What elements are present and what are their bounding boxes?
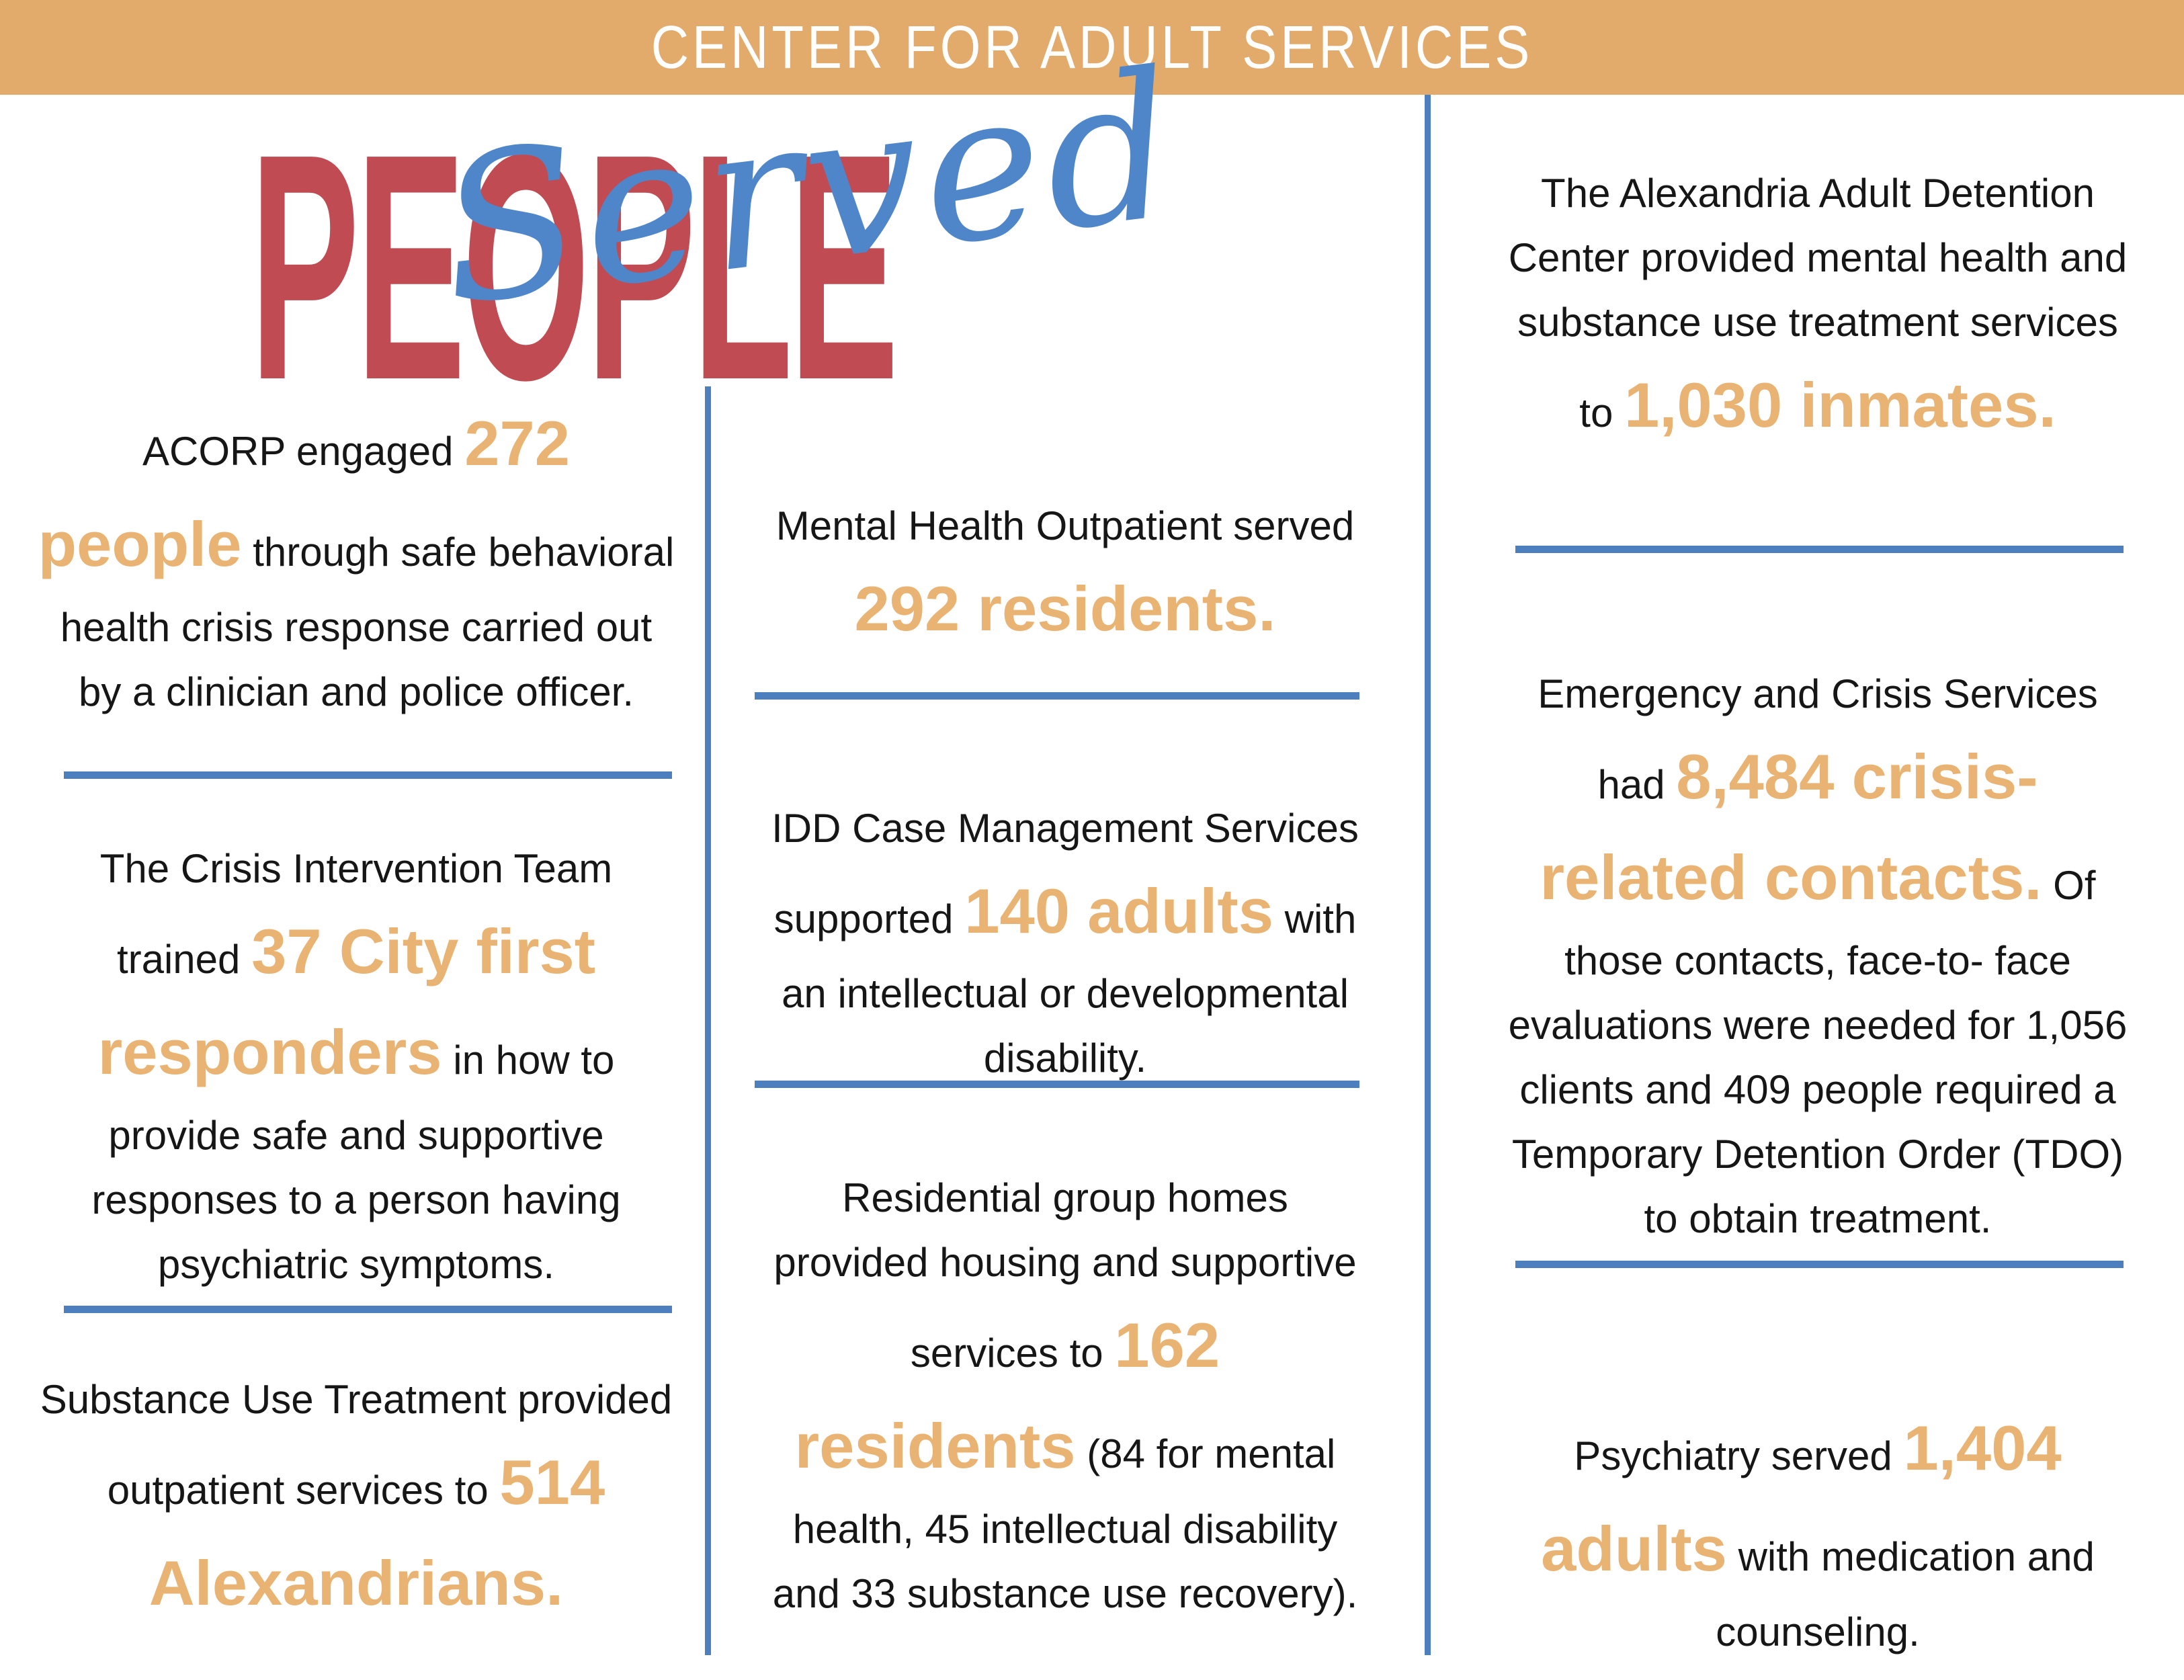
stat-text: IDD Case Management Services supported bbox=[771, 806, 1359, 941]
stat-text: with an intellectual or developmental di… bbox=[782, 896, 1357, 1081]
stat-text: (84 for mental health, 45 intellectual d… bbox=[772, 1431, 1358, 1616]
stat-text: ACORP engaged bbox=[142, 429, 465, 474]
divider-line bbox=[755, 692, 1359, 700]
stat-text: Emergency and Crisis Services had bbox=[1538, 671, 2098, 807]
banner-title: CENTER FOR ADULT SERVICES bbox=[650, 13, 1534, 81]
page-title-main: PEOPLE bbox=[250, 87, 898, 447]
stat-block-emergency-crisis-services: Emergency and Crisis Services had 8,484 … bbox=[1505, 662, 2130, 1251]
stat-text: The Alexandria Adult Detention Center pr… bbox=[1508, 171, 2128, 435]
stat-highlight-text: 162 residents bbox=[794, 1310, 1220, 1482]
stat-block-idd-case-management: IDD Case Management Services supported 1… bbox=[763, 796, 1368, 1091]
stat-block-crisis-intervention-team: The Crisis Intervention Team trained 37 … bbox=[37, 837, 675, 1297]
stat-block-adult-detention-center: The Alexandria Adult Detention Center pr… bbox=[1505, 161, 2130, 456]
stat-highlight-text: 1,404 adults bbox=[1541, 1413, 2062, 1585]
divider-line bbox=[755, 1081, 1359, 1088]
stat-text: The Crisis Intervention Team trained bbox=[99, 846, 613, 982]
stat-block-residential-group-homes: Residential group homes provided housing… bbox=[763, 1166, 1368, 1626]
stat-block-psychiatry: Psychiatry served 1,404 adults with medi… bbox=[1505, 1398, 2130, 1665]
divider-line bbox=[64, 771, 672, 779]
stat-highlight-text: 272 people bbox=[38, 408, 571, 580]
column-divider-line-right bbox=[1425, 95, 1431, 1655]
stat-highlight-text: 8,484 crisis-related contacts. bbox=[1540, 741, 2042, 913]
stat-text: Of those contacts, face-to- face evaluat… bbox=[1508, 863, 2128, 1241]
stat-highlight-text: 1,030 inmates. bbox=[1624, 370, 2056, 440]
stat-text: through safe behavioral health crisis re… bbox=[60, 530, 675, 714]
stat-block-substance-use-treatment: Substance Use Treatment provided outpati… bbox=[37, 1368, 675, 1634]
stat-text: Mental Health Outpatient served bbox=[775, 503, 1355, 548]
stat-highlight-text: 292 residents. bbox=[854, 573, 1276, 644]
stat-text: with medication and counseling. bbox=[1716, 1534, 2095, 1654]
column-divider-line-left bbox=[705, 386, 711, 1655]
divider-line bbox=[1515, 1261, 2124, 1268]
stat-block-acorp: ACORP engaged 272 people through safe be… bbox=[37, 393, 675, 724]
stat-text: Substance Use Treatment provided outpati… bbox=[40, 1377, 673, 1513]
stat-highlight-text: 514 Alexandrians. bbox=[149, 1447, 605, 1619]
divider-line bbox=[64, 1306, 672, 1313]
stat-block-mental-health-outpatient: Mental Health Outpatient served 292 resi… bbox=[763, 494, 1368, 659]
banner: CENTER FOR ADULT SERVICES bbox=[0, 0, 2184, 95]
divider-line bbox=[1515, 546, 2124, 553]
stat-text: Residential group homes provided housing… bbox=[773, 1175, 1357, 1376]
stat-highlight-text: 37 City first responders bbox=[97, 916, 596, 1088]
stat-text: Psychiatry served bbox=[1574, 1433, 1904, 1478]
stat-text: in how to provide safe and supportive re… bbox=[91, 1038, 621, 1287]
stat-highlight-text: 140 adults bbox=[964, 876, 1273, 946]
